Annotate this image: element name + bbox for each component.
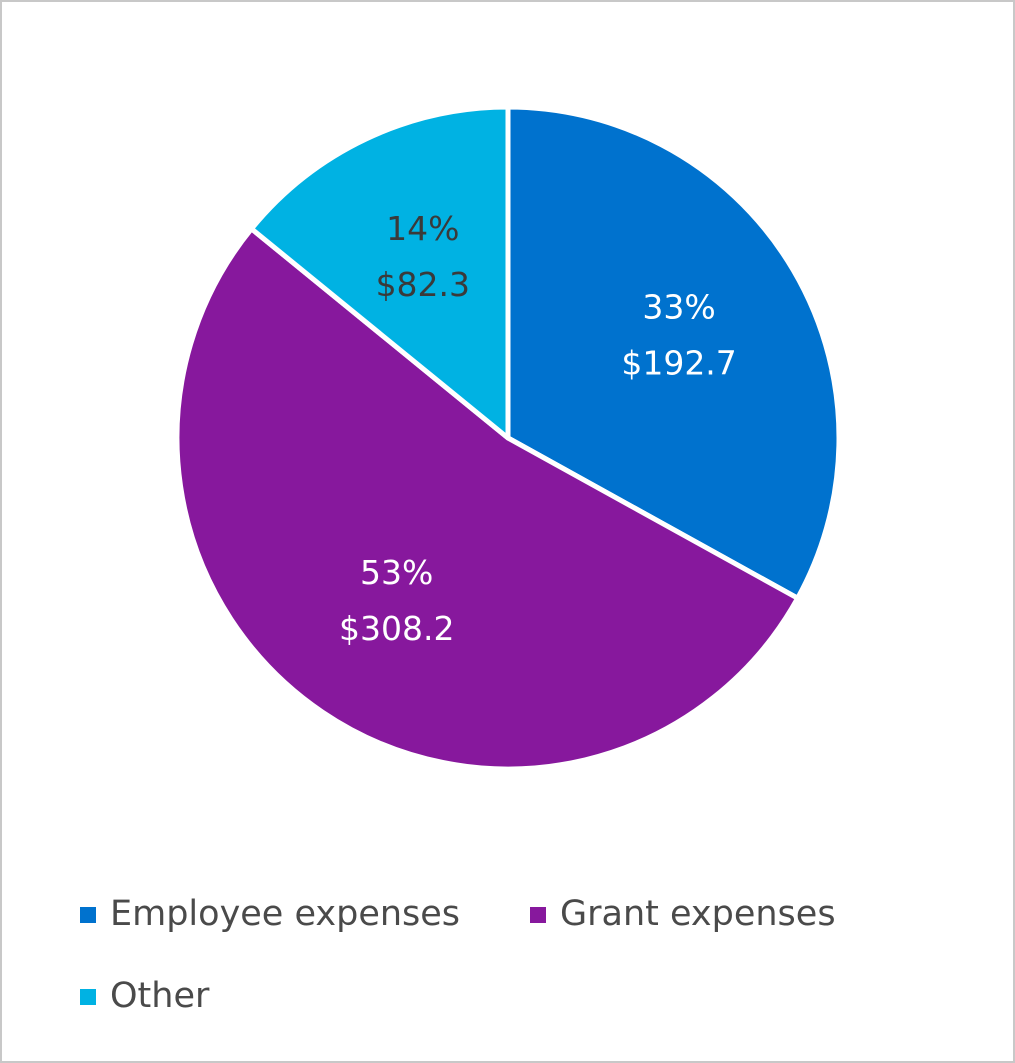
pie-slice bbox=[505, 104, 842, 601]
pie-slice bbox=[248, 104, 511, 441]
legend-label: Grant expenses bbox=[560, 894, 836, 934]
legend-label: Employee expenses bbox=[110, 894, 460, 934]
legend-label: Other bbox=[110, 976, 210, 1016]
value-label: $82.3 bbox=[376, 265, 470, 304]
value-label: $308.2 bbox=[339, 609, 454, 648]
percent-label: 14% bbox=[386, 209, 459, 248]
legend-swatch bbox=[530, 907, 546, 923]
legend-swatch bbox=[80, 989, 96, 1005]
pie-slice bbox=[174, 226, 801, 772]
value-label: $192.7 bbox=[621, 344, 736, 383]
percent-label: 33% bbox=[642, 288, 715, 327]
percent-label: 53% bbox=[360, 553, 433, 592]
legend-swatch bbox=[80, 907, 96, 923]
